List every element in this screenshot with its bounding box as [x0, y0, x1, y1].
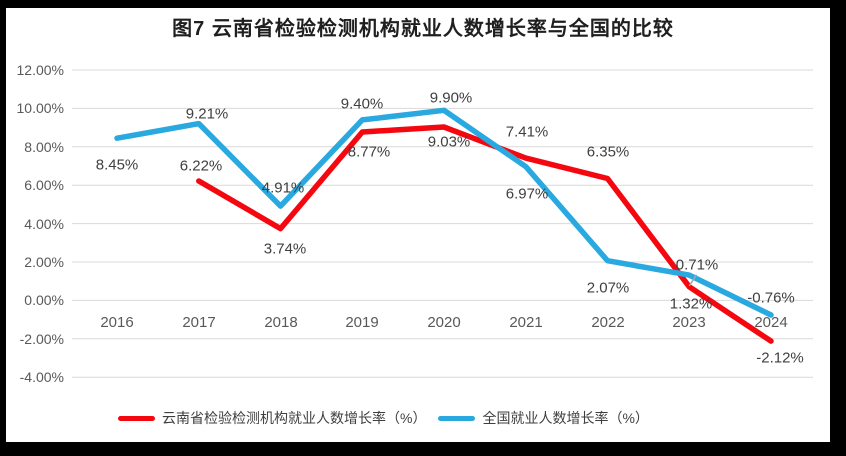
x-tick-label-2020: 2020	[427, 314, 461, 331]
data-label-yunnan-2024: -2.12%	[756, 349, 804, 367]
chart-title: 图7 云南省检验检测机构就业人数增长率与全国的比较	[172, 18, 674, 40]
y-tick-label-1: 10.00%	[16, 100, 64, 116]
x-tick-label-2024: 2024	[754, 314, 788, 331]
legend-label-national: 全国就业人数增长率（%）	[482, 410, 649, 426]
leader-line-yunnan	[688, 274, 698, 287]
legend-swatch-yunnan	[118, 415, 155, 421]
data-label-yunnan-2020: 9.03%	[427, 133, 471, 151]
y-tick-label-7: -2.00%	[19, 331, 64, 347]
data-label-national-2017: 9.21%	[185, 105, 229, 123]
y-tick-label-4: 4.00%	[24, 216, 64, 232]
y-tick-label-6: 0.00%	[24, 292, 64, 308]
data-label-national-2020: 9.90%	[429, 89, 473, 107]
legend-item-national: 全国就业人数增长率（%）	[438, 408, 649, 428]
data-label-national-2024: -0.76%	[747, 289, 795, 307]
legend-swatch-national	[438, 415, 476, 421]
data-label-national-2016: 8.45%	[95, 156, 139, 174]
chart-canvas	[6, 8, 830, 442]
x-tick-label-2021: 2021	[509, 314, 543, 331]
data-label-yunnan-2018: 3.74%	[263, 240, 307, 258]
x-tick-label-2023: 2023	[672, 314, 706, 331]
x-tick-label-2016: 2016	[100, 314, 134, 331]
y-tick-label-5: 2.00%	[24, 254, 64, 270]
x-tick-label-2017: 2017	[182, 314, 216, 331]
data-label-yunnan-2022: 6.35%	[586, 143, 630, 161]
y-tick-label-3: 6.00%	[24, 177, 64, 193]
legend: 云南省检验检测机构就业人数增长率（%） 全国就业人数增长率（%）	[118, 406, 661, 430]
legend-item-yunnan: 云南省检验检测机构就业人数增长率（%）	[118, 408, 426, 428]
y-tick-label-0: 12.00%	[16, 62, 64, 78]
x-tick-label-2022: 2022	[591, 314, 625, 331]
data-label-national-2022: 2.07%	[586, 279, 630, 297]
series-line-national	[114, 107, 774, 318]
data-label-yunnan-2023: 0.71%	[675, 256, 719, 274]
data-label-national-2018: 4.91%	[261, 179, 305, 197]
legend-label-yunnan: 云南省检验检测机构就业人数增长率（%）	[162, 410, 427, 426]
data-label-national-2021: 6.97%	[505, 185, 549, 203]
data-label-yunnan-2019: 8.77%	[347, 143, 391, 161]
data-label-yunnan-2021: 7.41%	[505, 123, 549, 141]
y-tick-label-2: 8.00%	[24, 139, 64, 155]
x-tick-label-2019: 2019	[345, 314, 379, 331]
series-line-yunnan	[196, 124, 774, 344]
data-label-national-2019: 9.40%	[340, 95, 384, 113]
x-tick-label-2018: 2018	[264, 314, 298, 331]
y-tick-label-8: -4.00%	[19, 369, 64, 385]
data-label-national-2023: 1.32%	[669, 295, 713, 313]
data-label-yunnan-2017: 6.22%	[179, 157, 223, 175]
